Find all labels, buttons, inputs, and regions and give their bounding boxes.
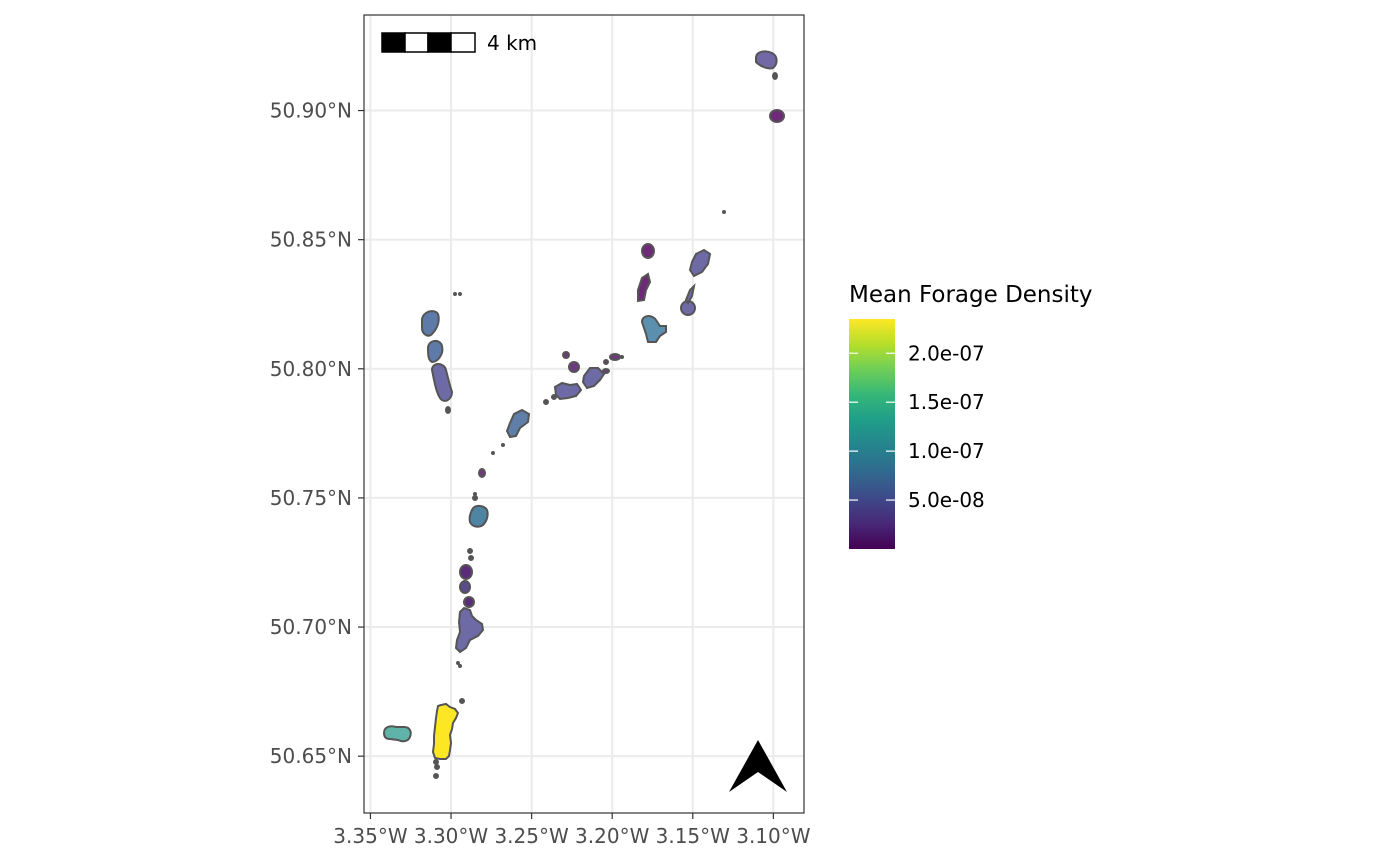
scale-bar-segment — [450, 32, 476, 53]
x-axis: 3.35°W 3.30°W 3.25°W 3.20°W 3.15°W 3.10°W — [333, 813, 811, 848]
habitat-patch-mid-teal — [468, 504, 489, 528]
legend-tick-label: 1.0e-07 — [908, 439, 985, 463]
habitat-patch-dot — [433, 773, 439, 779]
legend-tick-label: 5.0e-08 — [908, 488, 985, 512]
habitat-patch-west-chain-3 — [430, 363, 454, 402]
habitat-patch — [769, 109, 785, 123]
habitat-patch — [637, 272, 652, 303]
habitat-patch-dot — [458, 292, 462, 296]
habitat-patch-north-teal — [640, 315, 667, 343]
habitat-patch-dot — [433, 759, 439, 765]
x-tick-label: 3.20°W — [575, 824, 650, 848]
legend-colorbar — [849, 319, 895, 549]
habitat-patch — [609, 353, 621, 361]
y-tick-label: 50.90°N — [270, 99, 352, 123]
x-tick-label: 3.35°W — [333, 824, 408, 848]
habitat-patch — [602, 368, 610, 374]
habitat-patch-west-chain-2 — [426, 340, 444, 364]
x-tick-label: 3.10°W — [736, 824, 811, 848]
habitat-patch-ne-chain-1 — [505, 408, 531, 439]
habitat-patch-dot — [458, 664, 462, 668]
habitat-patch-dot — [501, 443, 505, 447]
habitat-patch-ne-chain-2 — [553, 381, 583, 401]
y-tick-label: 50.65°N — [270, 744, 352, 768]
habitat-patch — [641, 243, 655, 259]
scale-bar-segment — [404, 32, 429, 53]
scale-bar-label: 4 km — [487, 31, 537, 55]
y-tick-label: 50.85°N — [270, 228, 352, 252]
habitat-patch-west-chain-1 — [421, 310, 440, 337]
y-axis: 50.90°N 50.85°N 50.80°N 50.75°N 50.70°N 50.65… — [270, 99, 364, 768]
habitat-patch-north-east — [688, 248, 712, 278]
habitat-patch — [463, 596, 475, 608]
x-tick-label: 3.25°W — [494, 824, 569, 848]
legend-tick-label: 2.0e-07 — [908, 341, 985, 365]
legend-ticks: 2.0e-07 1.5e-07 1.0e-07 5.0e-08 — [849, 341, 985, 512]
habitat-patch-dot — [453, 292, 457, 296]
habitat-patch — [603, 359, 609, 365]
habitat-patch-southwest — [382, 725, 412, 743]
habitat-patch-ne-chain-3 — [581, 367, 606, 390]
scale-bar-segment — [427, 32, 452, 53]
habitat-patch-dot — [543, 399, 549, 405]
habitat-patch-dot — [472, 495, 478, 501]
habitat-patch-dot — [620, 355, 624, 359]
habitat-patch — [459, 580, 471, 594]
habitat-patch — [562, 351, 570, 359]
x-tick-label: 3.30°W — [414, 824, 489, 848]
north-arrow-icon — [729, 740, 787, 792]
habitat-patch-thin — [684, 282, 696, 305]
habitat-patch — [568, 361, 580, 373]
habitat-patch-dot — [473, 492, 477, 496]
habitat-patch-dot — [459, 698, 465, 704]
legend-title: Mean Forage Density — [849, 282, 1093, 308]
scale-bar: 4 km — [381, 31, 537, 55]
habitat-patch-northeast-corner — [755, 50, 778, 70]
habitat-patch-dot — [551, 394, 557, 400]
habitat-patch-south-high — [431, 702, 460, 760]
y-tick-label: 50.80°N — [270, 357, 352, 381]
habitat-patch-dot — [491, 451, 495, 455]
habitat-polygons — [382, 50, 785, 779]
y-tick-label: 50.70°N — [270, 615, 352, 639]
scale-bar-segment — [381, 32, 406, 53]
x-tick-label: 3.15°W — [656, 824, 731, 848]
y-tick-label: 50.75°N — [270, 486, 352, 510]
habitat-patch-dot — [722, 210, 726, 214]
habitat-patch — [478, 468, 486, 478]
habitat-patch — [772, 72, 778, 80]
legend: Mean Forage Density 2.0e-07 1.5e-07 1.0e-0… — [849, 282, 1093, 549]
map-panel: 4 km — [363, 14, 805, 814]
habitat-patch — [445, 406, 451, 414]
panel-background — [364, 15, 804, 813]
legend-tick-label: 1.5e-07 — [908, 390, 985, 414]
habitat-patch-dot — [467, 548, 473, 554]
habitat-patch-dot — [468, 555, 474, 561]
habitat-patch-mid-chain — [454, 606, 485, 654]
habitat-patch-dot — [456, 661, 460, 665]
habitat-patch-dot — [434, 764, 440, 770]
panel-border — [363, 14, 805, 814]
habitat-patch — [459, 564, 473, 580]
